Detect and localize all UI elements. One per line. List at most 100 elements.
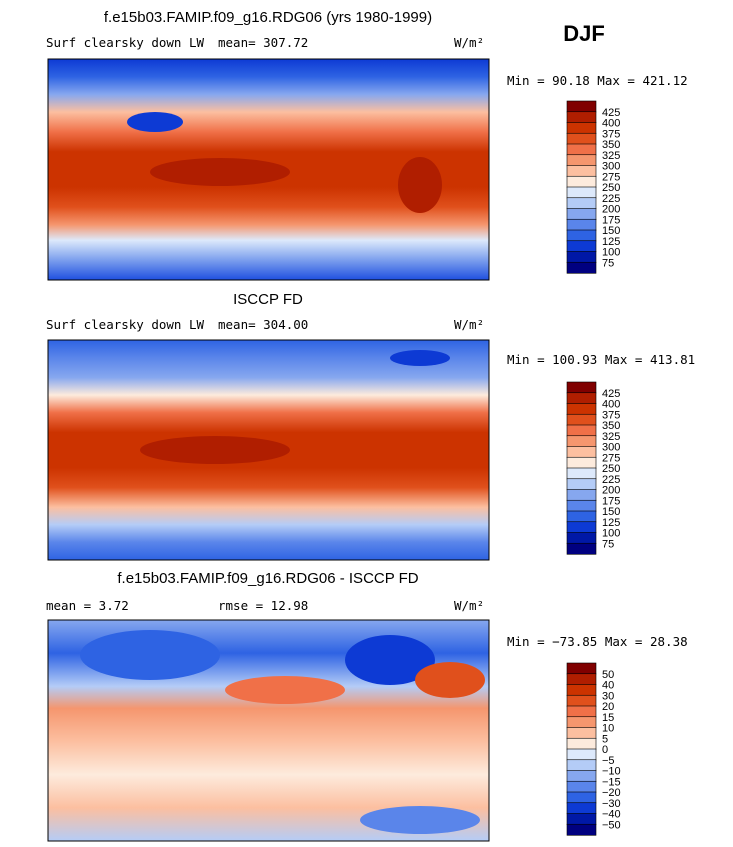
colorbar-swatch [566, 197, 597, 210]
colorbar-tick-label: −5 [602, 755, 615, 767]
colorbar-swatch [566, 132, 597, 145]
panel3-map-frame [47, 619, 490, 842]
colorbar-tick-label: 325 [602, 431, 620, 443]
colorbar-swatch [566, 662, 597, 675]
panel1-mean: mean= 307.72 [218, 35, 308, 50]
colorbar-tick-label: 350 [602, 420, 620, 432]
panel2-cold-spot-north [390, 350, 450, 366]
panel2-units: W/m² [454, 317, 484, 332]
panel3-units: W/m² [454, 598, 484, 613]
colorbar-swatch [566, 802, 597, 815]
colorbar-tick-label: −40 [602, 809, 621, 821]
panel1-colorbar-labels: 4254003753503253002752502252001751501251… [602, 107, 620, 270]
colorbar-tick-label: 400 [602, 399, 620, 411]
colorbar-tick-label: 175 [602, 495, 620, 507]
colorbar-tick-label: 100 [602, 528, 620, 540]
colorbar-tick-label: 225 [602, 474, 620, 486]
colorbar-swatch [566, 542, 597, 555]
colorbar-swatch [566, 684, 597, 696]
colorbar-tick-label: 125 [602, 236, 620, 248]
colorbar-swatch [566, 381, 597, 394]
colorbar-swatch [566, 435, 597, 448]
colorbar-tick-label: 425 [602, 107, 620, 119]
season-label: DJF [563, 21, 605, 46]
panel3-map [47, 619, 490, 842]
colorbar-swatch [566, 510, 597, 523]
colorbar-swatch [566, 122, 597, 134]
panel1-minmax: Min = 90.18 Max = 421.12 [507, 73, 688, 88]
panel3-title: f.e15b03.FAMIP.f09_g16.RDG06 - ISCCP FD [117, 570, 418, 587]
colorbar-tick-label: 125 [602, 517, 620, 529]
colorbar-swatch [566, 403, 597, 415]
colorbar-tick-label: 325 [602, 150, 620, 162]
colorbar-swatch [566, 413, 597, 426]
colorbar-swatch [566, 813, 597, 825]
colorbar-swatch [566, 694, 597, 707]
colorbar-tick-label: 250 [602, 463, 620, 475]
colorbar-tick-label: 30 [602, 690, 614, 702]
colorbar-swatch [566, 111, 597, 124]
colorbar-swatch [566, 208, 597, 220]
colorbar-tick-label: 350 [602, 139, 620, 151]
panel1-warm-spot-amazon [398, 157, 442, 213]
panel2-mean: mean= 304.00 [218, 317, 308, 332]
colorbar-swatch [566, 229, 597, 242]
colorbar-swatch [566, 186, 597, 199]
colorbar-swatch [566, 392, 597, 405]
panel1-warm-pool [150, 158, 290, 186]
colorbar-swatch [566, 143, 597, 156]
colorbar-swatch [566, 727, 597, 739]
colorbar-tick-label: −30 [602, 798, 621, 810]
colorbar-tick-label: 250 [602, 182, 620, 194]
panel3-rmse: rmse = 12.98 [218, 598, 308, 613]
colorbar-tick-label: 5 [602, 733, 608, 745]
colorbar-swatch [566, 424, 597, 437]
colorbar-swatch [566, 489, 597, 501]
colorbar-tick-label: 75 [602, 538, 614, 550]
colorbar-swatch [566, 791, 597, 804]
panel2-colorbar: 4254003753503253002752502252001751501251… [566, 381, 620, 555]
panel2-minmax: Min = 100.93 Max = 413.81 [507, 352, 695, 367]
colorbar-tick-label: 275 [602, 452, 620, 464]
colorbar-tick-label: 175 [602, 214, 620, 226]
colorbar-swatch [566, 478, 597, 491]
colorbar-swatch [566, 673, 597, 686]
colorbar-tick-label: 20 [602, 701, 614, 713]
panel1-map-frame [47, 58, 490, 281]
panel1-title: f.e15b03.FAMIP.f09_g16.RDG06 (yrs 1980-1… [104, 9, 432, 26]
colorbar-tick-label: 150 [602, 506, 620, 518]
colorbar-swatch [566, 532, 597, 544]
panel3-neg-north-america [345, 635, 435, 685]
panel1-units: W/m² [454, 35, 484, 50]
panel1-cold-spot-siberia [127, 112, 183, 132]
colorbar-swatch [566, 100, 597, 113]
colorbar-swatch [566, 705, 597, 718]
colorbar-tick-label: 15 [602, 712, 614, 724]
panel2-map-frame [47, 339, 490, 561]
colorbar-tick-label: −15 [602, 776, 621, 788]
colorbar-tick-label: 150 [602, 225, 620, 237]
colorbar-swatch [566, 716, 597, 729]
colorbar-tick-label: 300 [602, 442, 620, 454]
colorbar-swatch [566, 499, 597, 512]
colorbar-tick-label: −10 [602, 766, 621, 778]
panel1-map [47, 58, 490, 281]
colorbar-tick-label: 75 [602, 257, 614, 269]
colorbar-tick-label: 40 [602, 680, 614, 692]
panel3-minmax: Min = −73.85 Max = 28.38 [507, 634, 688, 649]
colorbar-swatch [566, 456, 597, 469]
panel1-colorbar: 4254003753503253002752502252001751501251… [566, 100, 620, 274]
colorbar-swatch [566, 175, 597, 188]
panel1-colorbar-swatches [566, 100, 597, 274]
colorbar-tick-label: 375 [602, 409, 620, 421]
colorbar-swatch [566, 446, 597, 458]
panel2-variable: Surf clearsky down LW [46, 317, 205, 332]
colorbar-tick-label: 0 [602, 744, 608, 756]
panel3-neg-north-asia [80, 630, 220, 680]
colorbar-swatch [566, 240, 597, 253]
colorbar-tick-label: −50 [602, 819, 621, 831]
panel2-title: ISCCP FD [233, 291, 303, 308]
panel2-map [47, 339, 490, 561]
panel3-mean: mean = 3.72 [46, 598, 129, 613]
